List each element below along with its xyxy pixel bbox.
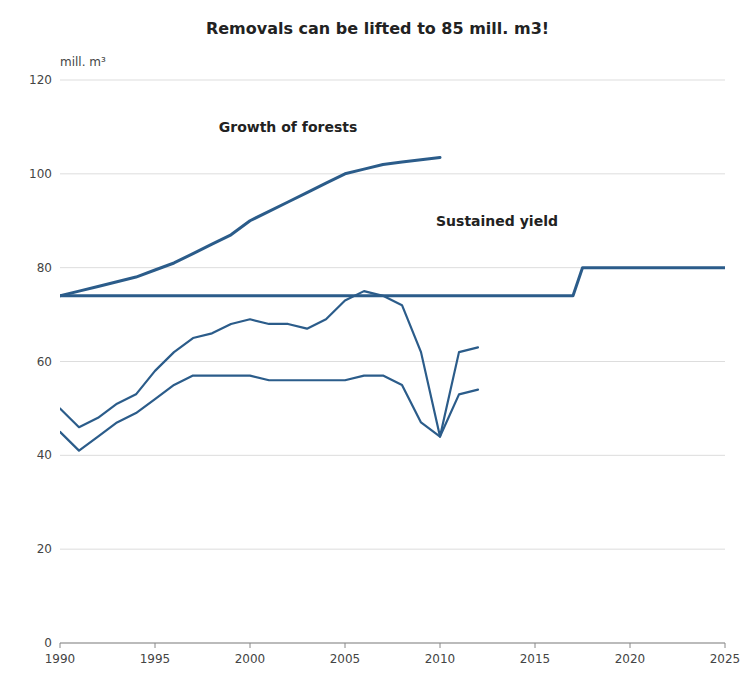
title: Removals can be lifted to 85 mill. m3! xyxy=(206,19,549,38)
grid-line xyxy=(60,455,725,456)
grid-line xyxy=(60,549,725,550)
annotation: Sustained yield xyxy=(436,213,558,229)
grid-line xyxy=(60,643,725,644)
grid-line xyxy=(60,361,725,362)
x-tick-label: 2015 xyxy=(520,652,551,666)
grid xyxy=(60,80,725,643)
line xyxy=(60,268,725,296)
x-tick xyxy=(440,643,441,648)
chart-container: Removals can be lifted to 85 mill. m3! mi… xyxy=(0,0,755,693)
page: {"chart_data": { "type": "line", "title"… xyxy=(0,0,755,693)
annotation: Growth of forests xyxy=(219,119,358,135)
y-tick-label: 60 xyxy=(37,355,52,369)
grid-line xyxy=(60,80,725,81)
y-tick-label: 40 xyxy=(37,448,52,462)
x-tick xyxy=(60,643,61,648)
x-tick-label: 1995 xyxy=(140,652,171,666)
line xyxy=(60,157,440,295)
grid-line xyxy=(60,173,725,174)
x-tick xyxy=(345,643,346,648)
x-tick-label: 2025 xyxy=(710,652,741,666)
x-tick-label: 2010 xyxy=(425,652,456,666)
x-tick-label: 1990 xyxy=(45,652,76,666)
y-tick-label: 120 xyxy=(29,73,52,87)
chart: Removals can be lifted to 85 mill. m3! mi… xyxy=(0,0,755,693)
x-tick-label: 2020 xyxy=(615,652,646,666)
x-tick xyxy=(725,643,726,648)
x-tick xyxy=(250,643,251,648)
lines xyxy=(60,157,725,450)
y-tick-label: 100 xyxy=(29,167,52,181)
x-tick xyxy=(630,643,631,648)
y-axis-label: mill. m³ xyxy=(60,55,106,69)
x-tick xyxy=(535,643,536,648)
line xyxy=(60,376,478,451)
x-tick-label: 2000 xyxy=(235,652,266,666)
y-tick-label: 0 xyxy=(44,636,52,650)
x-tick-label: 2005 xyxy=(330,652,361,666)
line xyxy=(60,291,478,436)
y-tick-label: 80 xyxy=(37,261,52,275)
y-tick-label: 20 xyxy=(37,542,52,556)
x-tick xyxy=(155,643,156,648)
x-axis-line xyxy=(60,643,725,644)
